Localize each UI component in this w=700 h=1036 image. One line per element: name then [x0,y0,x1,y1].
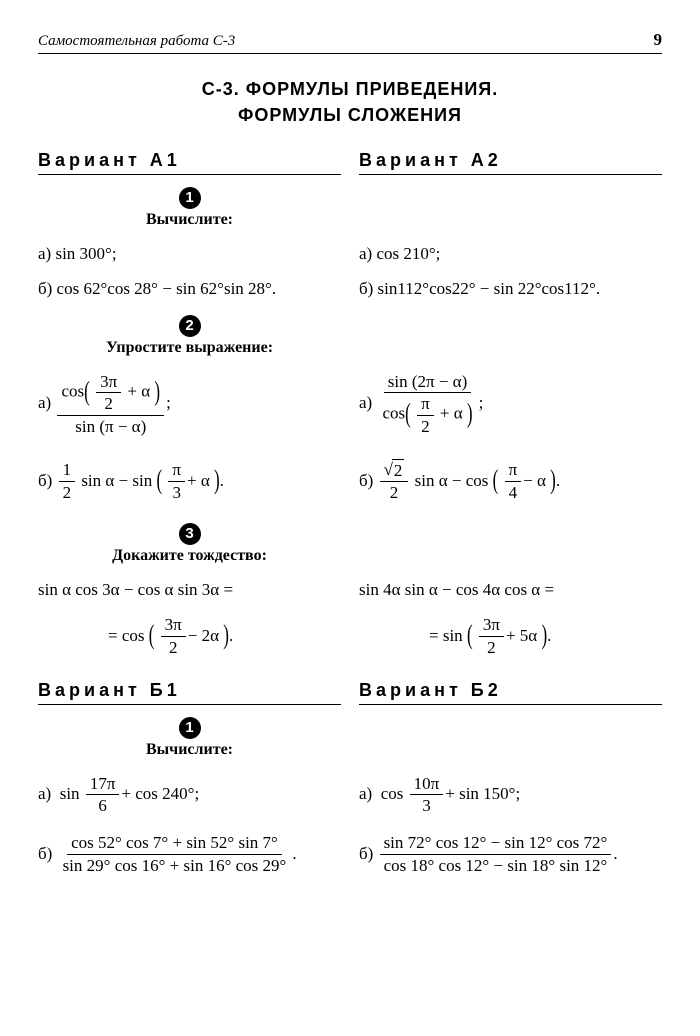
b2-1b-den: cos 18° cos 12° − sin 18° sin 12° [380,855,612,876]
a1-2b-suffix: . [220,470,224,493]
bullet-3: 3 [38,523,341,545]
a1-2b: б) 12 sin α − sin ( π3 + α ). [38,459,341,503]
a1-3-lhs: sin α cos 3α − cos α sin 3α = [38,579,341,602]
b2-1a-mid: + sin 150°; [445,783,520,806]
variants-a-header: Вариант А1 Вариант А2 [38,150,662,181]
b2-1b: б) sin 72° cos 12° − sin 12° cos 72° cos… [359,832,662,876]
page-number: 9 [654,30,663,50]
a1-1b: б) cos 62°cos 28° − sin 62°sin 28°. [38,278,341,301]
simplify-label: Упростите выражение: [38,339,341,357]
a2-2a-num: sin (2π − α) [384,371,472,393]
variant-b1-head: Вариант Б1 [38,680,341,705]
calc-label-b: Вычислите: [38,741,341,759]
variants-b-header: Вариант Б1 Вариант Б2 [38,680,662,711]
prove-label: Докажите тождество: [38,547,341,565]
a1-2a-num: cos( 3π2 + α ) [57,371,164,416]
b2-1a-prefix: а) [359,783,372,806]
calc-label: Вычислите: [38,211,341,229]
a2-2a-suffix: ; [479,392,484,415]
running-title: Самостоятельная работа С-3 [38,33,235,50]
numcircle-icon: 1 [179,717,201,739]
a2-1b: б) sin112°cos22° − sin 22°cos112°. [359,278,662,301]
a1-2a-suffix: ; [166,392,171,415]
block-1: 1 Вычислите: [38,181,662,235]
bullet-1: 1 [38,187,341,209]
b1-1a-prefix: а) [38,783,51,806]
a2-2b-suffix: . [556,470,560,493]
a2-2b: б) √22 sin α − cos ( π4 − α ). [359,459,662,504]
numcircle-icon: 3 [179,523,201,545]
title-line-1: С-3. ФОРМУЛЫ ПРИВЕДЕНИЯ. [38,76,662,102]
a1-3-rhs: = cos ( 3π2 − 2α ). [38,614,341,658]
numcircle-icon: 2 [179,315,201,337]
variant-a2-head: Вариант А2 [359,150,662,175]
b2-1a: а) cos 10π3 + sin 150°; [359,773,662,817]
title-line-2: ФОРМУЛЫ СЛОЖЕНИЯ [38,102,662,128]
running-head: Самостоятельная работа С-3 9 [38,30,662,54]
a1-2a-den: sin (π − α) [71,416,150,437]
a1-3-suffix: . [229,625,233,648]
a2-2a-prefix: а) [359,392,372,415]
a1-2b-prefix: б) [38,470,52,493]
a2-2a-den: cos( π2 + α ) [378,393,476,437]
bullet-2: 2 [38,315,341,337]
b1-1b-prefix: б) [38,843,52,866]
bullet-1b: 1 [38,717,341,739]
variant-a1-head: Вариант А1 [38,150,341,175]
a2-3-lhs: sin 4α sin α − cos 4α cos α = [359,579,662,602]
a2-1a: а) cos 210°; [359,243,662,266]
a1-2a: а) cos( 3π2 + α ) sin (π − α) ; [38,371,341,437]
b2-1b-prefix: б) [359,843,373,866]
main-title: С-3. ФОРМУЛЫ ПРИВЕДЕНИЯ. ФОРМУЛЫ СЛОЖЕНИ… [38,76,662,128]
b2-1b-num: sin 72° cos 12° − sin 12° cos 72° [380,832,612,854]
b1-1b-num: cos 52° cos 7° + sin 52° sin 7° [67,832,282,854]
b1-1b: б) cos 52° cos 7° + sin 52° sin 7° sin 2… [38,832,341,876]
a1-2a-prefix: а) [38,392,51,415]
a2-2b-prefix: б) [359,470,373,493]
numcircle-icon: 1 [179,187,201,209]
b1-1b-den: sin 29° cos 16° + sin 16° cos 29° [59,855,291,876]
a2-3-rhs: = sin ( 3π2 + 5α ). [359,614,662,658]
variant-b2-head: Вариант Б2 [359,680,662,705]
a2-3-suffix: . [547,625,551,648]
b1-1b-suffix: . [292,843,296,866]
a2-2a: а) sin (2π − α) cos( π2 + α ) ; [359,371,662,437]
a1-1a: а) sin 300°; [38,243,341,266]
b2-1b-suffix: . [613,843,617,866]
page: Самостоятельная работа С-3 9 С-3. ФОРМУЛ… [0,0,700,1036]
b1-1a-mid: + cos 240°; [121,783,199,806]
b1-1a: а) sin 17π6 + cos 240°; [38,773,341,817]
